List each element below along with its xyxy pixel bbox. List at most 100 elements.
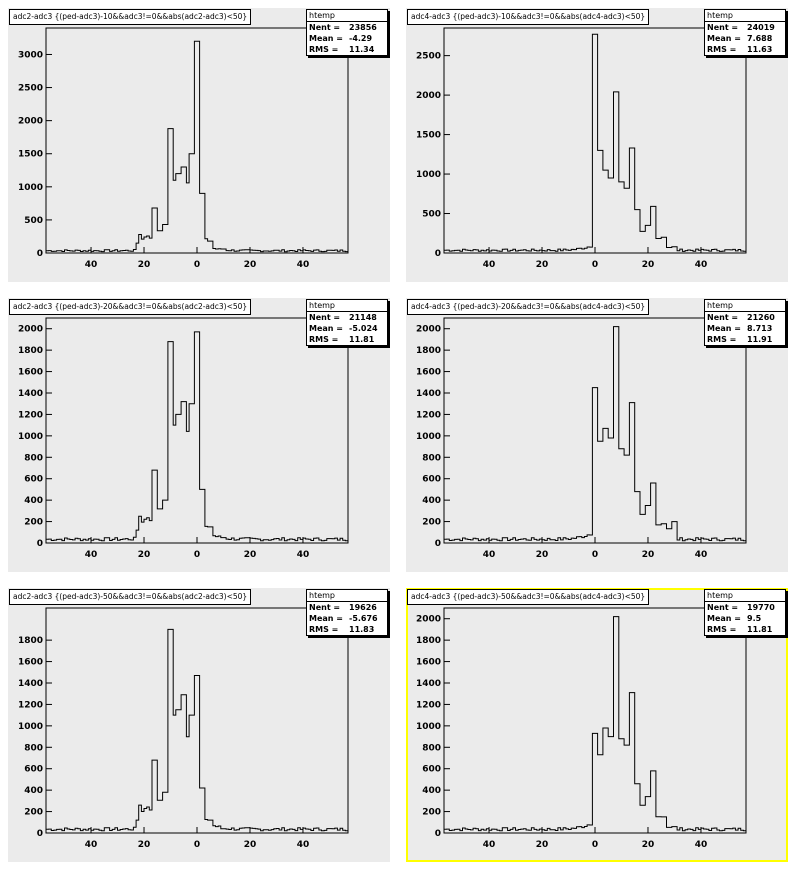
stats-box: htemp Nent = 24019 Mean = 7.688 RMS = 11.63 <box>704 9 786 56</box>
y-tick-label: 1800 <box>416 636 441 646</box>
x-tick-label: 40 <box>695 550 708 560</box>
histogram-pad-5[interactable]: 0 200 400 600 800 1000 1200 1400 1600 1800 40 20 0 20… <box>8 588 390 862</box>
y-tick-label: 1200 <box>416 700 441 710</box>
y-tick-label: 0 <box>37 539 43 549</box>
stats-rms: RMS = 11.81 <box>307 334 387 345</box>
y-tick-label: 1400 <box>416 389 441 399</box>
histogram-pad-2[interactable]: 0 500 1000 1500 2000 2500 40 20 0 20 40 adc4-adc3 {… <box>406 8 788 282</box>
x-tick-label: 40 <box>695 260 708 270</box>
histogram-title: adc4-adc3 {(ped-adc3)-10&&adc3!=0&&abs(a… <box>407 9 650 25</box>
y-tick-label: 1400 <box>416 679 441 689</box>
histogram-line <box>45 331 349 543</box>
x-tick-label: 20 <box>244 260 257 270</box>
stats-mean: Mean = 9.5 <box>705 613 785 624</box>
stats-mean-label: Mean = <box>707 324 741 333</box>
stats-mean-value: -4.29 <box>349 34 373 43</box>
stats-mean: Mean = 8.713 <box>705 323 785 334</box>
y-tick-label: 2000 <box>416 615 441 625</box>
stats-entries-value: 21260 <box>747 313 775 322</box>
stats-mean-label: Mean = <box>309 34 343 43</box>
x-tick-label: 20 <box>244 550 257 560</box>
stats-entries: Nent = 21148 <box>307 312 387 323</box>
x-tick-label: 40 <box>85 550 98 560</box>
stats-entries-label: Nent = <box>707 23 739 32</box>
stats-entries-value: 21148 <box>349 313 377 322</box>
histogram-line <box>443 616 747 833</box>
histogram-pad-3[interactable]: 0 200 400 600 800 1000 1200 1400 1600 1800 2000 40 2… <box>8 298 390 572</box>
y-tick-label: 400 <box>422 496 441 506</box>
y-tick-label: 1800 <box>416 346 441 356</box>
stats-entries-label: Nent = <box>309 23 341 32</box>
plot-frame <box>443 607 747 834</box>
stats-mean: Mean = 7.688 <box>705 33 785 44</box>
x-tick-label: 20 <box>138 550 151 560</box>
y-tick-label: 200 <box>422 808 441 818</box>
histogram-plot-1: 0 500 1000 1500 2000 2500 3000 40 20 0 20 40 <box>18 27 349 270</box>
histogram-title: adc4-adc3 {(ped-adc3)-20&&adc3!=0&&abs(a… <box>407 299 650 315</box>
stats-rms-value: 11.34 <box>349 45 375 54</box>
stats-entries-value: 24019 <box>747 23 775 32</box>
plot-frame <box>443 317 747 544</box>
stats-rms: RMS = 11.63 <box>705 44 785 55</box>
stats-box: htemp Nent = 21148 Mean = -5.024 RMS = 11.81 <box>306 299 388 346</box>
stats-mean: Mean = -5.676 <box>307 613 387 624</box>
stats-box: htemp Nent = 21260 Mean = 8.713 RMS = 11.91 <box>704 299 786 346</box>
y-tick-label: 600 <box>422 765 441 775</box>
histogram-title: adc2-adc3 {(ped-adc3)-10&&adc3!=0&&abs(a… <box>9 9 252 25</box>
y-tick-label: 800 <box>422 743 441 753</box>
stats-entries: Nent = 21260 <box>705 312 785 323</box>
stats-header: htemp <box>705 590 785 602</box>
histogram-line <box>443 33 747 253</box>
y-tick-label: 1000 <box>18 183 43 193</box>
y-tick-label: 1000 <box>416 170 441 180</box>
y-tick-label: 3000 <box>18 50 43 60</box>
y-tick-label: 1200 <box>416 410 441 420</box>
y-tick-label: 0 <box>435 539 441 549</box>
y-tick-label: 600 <box>24 765 43 775</box>
x-tick-label: 0 <box>194 260 200 270</box>
y-tick-label: 400 <box>24 496 43 506</box>
stats-entries-label: Nent = <box>707 603 739 612</box>
stats-rms: RMS = 11.91 <box>705 334 785 345</box>
x-tick-label: 20 <box>536 840 549 850</box>
histogram-title: adc2-adc3 {(ped-adc3)-20&&adc3!=0&&abs(a… <box>9 299 252 315</box>
stats-rms-label: RMS = <box>309 625 339 634</box>
histogram-pad-4[interactable]: 0 200 400 600 800 1000 1200 1400 1600 1800 2000 40 2… <box>406 298 788 572</box>
x-tick-label: 20 <box>138 840 151 850</box>
x-tick-label: 40 <box>483 260 496 270</box>
x-tick-label: 0 <box>592 260 598 270</box>
stats-rms-value: 11.81 <box>747 625 773 634</box>
stats-box: htemp Nent = 19770 Mean = 9.5 RMS = 11.81 <box>704 589 786 636</box>
stats-rms-label: RMS = <box>707 625 737 634</box>
stats-header: htemp <box>307 300 387 312</box>
stats-mean-value: -5.024 <box>349 324 378 333</box>
stats-box: htemp Nent = 23856 Mean = -4.29 RMS = 11.34 <box>306 9 388 56</box>
stats-mean-value: 7.688 <box>747 34 773 43</box>
y-tick-label: 1400 <box>18 679 43 689</box>
stats-rms-label: RMS = <box>707 45 737 54</box>
stats-entries: Nent = 19626 <box>307 602 387 613</box>
y-tick-label: 0 <box>37 829 43 839</box>
y-tick-label: 200 <box>422 518 441 528</box>
x-tick-label: 0 <box>592 840 598 850</box>
stats-header: htemp <box>705 10 785 22</box>
stats-entries-value: 19626 <box>349 603 377 612</box>
histogram-pad-6[interactable]: 0 200 400 600 800 1000 1200 1400 1600 1800 2000 40 2… <box>406 588 788 862</box>
y-tick-label: 2000 <box>416 325 441 335</box>
y-tick-label: 2000 <box>416 91 441 101</box>
stats-mean: Mean = -4.29 <box>307 33 387 44</box>
x-tick-label: 40 <box>483 550 496 560</box>
histogram-pad-1[interactable]: 0 500 1000 1500 2000 2500 3000 40 20 0 20 40 adc2-ad… <box>8 8 390 282</box>
x-tick-label: 20 <box>536 550 549 560</box>
y-tick-label: 1500 <box>18 150 43 160</box>
y-tick-label: 1600 <box>416 658 441 668</box>
stats-rms: RMS = 11.34 <box>307 44 387 55</box>
stats-mean-label: Mean = <box>707 34 741 43</box>
stats-rms: RMS = 11.81 <box>705 624 785 635</box>
x-tick-label: 40 <box>297 260 310 270</box>
y-tick-label: 1000 <box>416 722 441 732</box>
y-tick-label: 400 <box>24 786 43 796</box>
y-tick-label: 2000 <box>18 325 43 335</box>
y-tick-label: 1600 <box>18 658 43 668</box>
